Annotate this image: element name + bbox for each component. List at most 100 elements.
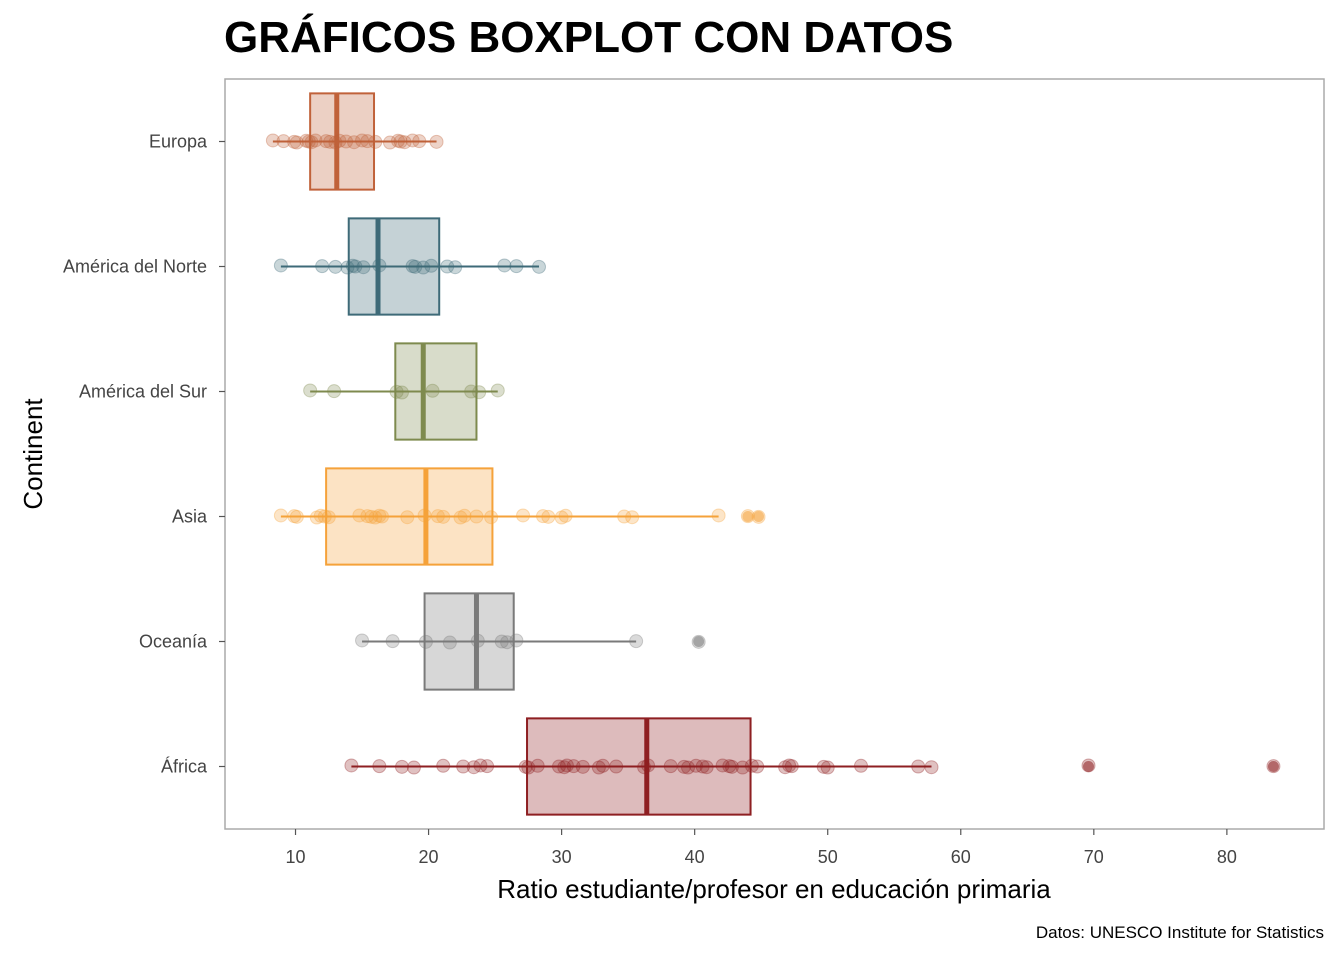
data-point-africa [473,758,488,773]
data-point-africa [744,758,759,773]
data-point-oceania [470,633,485,648]
data-point-asia [751,509,766,524]
data-point-africa [1081,758,1096,773]
data-point-asia [554,510,569,525]
data-point-asia [430,509,445,524]
data-point-asia [321,510,336,525]
data-point-europa [339,134,354,149]
data-point-asia [535,509,550,524]
data-point-asia [417,508,432,523]
outlier-africa [1267,761,1279,772]
data-point-africa [641,758,656,773]
data-point-asia [541,509,556,524]
data-point-africa [677,759,692,774]
data-point-europa [405,133,420,148]
data-point-oceania [494,634,509,649]
data-point-asia [313,508,328,523]
y-tick-label: América del Norte [63,257,207,277]
data-point-europa [328,135,343,150]
data-point-africa [722,759,737,774]
box-group-america-del-sur [303,342,505,441]
data-point-asia [617,509,632,524]
data-point-africa [663,759,678,774]
data-point-africa [372,759,387,774]
data-point-asia [625,510,640,525]
data-point-africa [456,759,471,774]
data-point-asia [317,509,332,524]
data-point-asia [457,508,472,523]
data-point-africa [530,758,545,773]
box-group-europa [265,92,444,191]
data-point-africa [394,759,409,774]
data-point-africa [778,760,793,775]
data-point-africa [724,759,739,774]
data-point-africa [924,760,939,775]
y-tick-label: Europa [149,132,208,152]
data-point-africa [1266,759,1281,774]
data-point-asia [469,509,484,524]
data-point-africa [575,759,590,774]
data-point-america-del-norte [372,258,387,273]
data-point-africa [750,759,765,774]
data-point-africa [784,759,799,774]
data-point-europa [355,133,370,148]
data-point-africa [406,760,421,775]
box-group-oceania [355,592,706,691]
y-tick-label: Oceanía [139,632,208,652]
data-point-oceania [355,633,370,648]
data-point-asia [368,510,383,525]
data-point-asia [360,509,375,524]
box-europa [309,92,376,191]
data-point-america-del-sur [394,385,409,400]
data-point-asia [711,508,726,523]
data-point-africa [466,760,481,775]
box-asia [325,467,494,566]
data-point-america-del-sur [425,383,440,398]
data-point-asia [740,509,755,524]
x-tick-label: 60 [951,847,971,867]
data-point-america-del-norte [440,259,455,274]
outlier-oceania [693,636,705,647]
data-point-america-del-norte [416,260,431,275]
data-point-africa [816,759,831,774]
data-point-asia [273,508,288,523]
data-point-america-del-norte [315,259,330,274]
data-point-europa [319,134,334,149]
data-point-america-del-norte [497,258,512,273]
data-point-africa [681,760,696,775]
plot-layer [265,92,1281,816]
data-point-america-del-sur [464,384,479,399]
data-point-asia [364,509,379,524]
x-tick-label: 10 [286,847,306,867]
data-point-europa [412,134,427,149]
data-point-america-del-norte [328,259,343,274]
data-point-asia [484,510,499,525]
data-point-europa [308,133,323,148]
data-point-africa [699,760,714,775]
box-america-del-sur [394,342,478,441]
data-point-america-del-norte [405,259,420,274]
data-point-europa [429,134,444,149]
data-point-asia [453,510,468,525]
x-tick-label: 30 [552,847,572,867]
data-point-oceania [442,635,457,650]
data-point-africa [559,758,574,773]
data-point-africa [689,758,703,773]
box-oceania [423,592,515,691]
data-point-america-del-norte [356,260,371,275]
data-point-america-del-norte [532,259,546,274]
outlier-africa [1083,761,1094,772]
data-point-america-del-norte [348,259,363,274]
data-point-america-del-sur [490,383,505,398]
data-point-asia [436,509,451,524]
x-tick-label: 20 [419,847,439,867]
chart-title: GRÁFICOS BOXPLOT CON DATOS [224,12,953,62]
data-point-america-del-sur [303,383,318,398]
data-point-africa [521,760,536,775]
box-africa [526,717,752,816]
data-point-america-del-sur [472,385,487,400]
data-point-africa [557,760,572,775]
data-point-asia [287,509,302,524]
data-point-oceania [418,634,433,649]
data-point-america-del-norte [340,260,355,275]
